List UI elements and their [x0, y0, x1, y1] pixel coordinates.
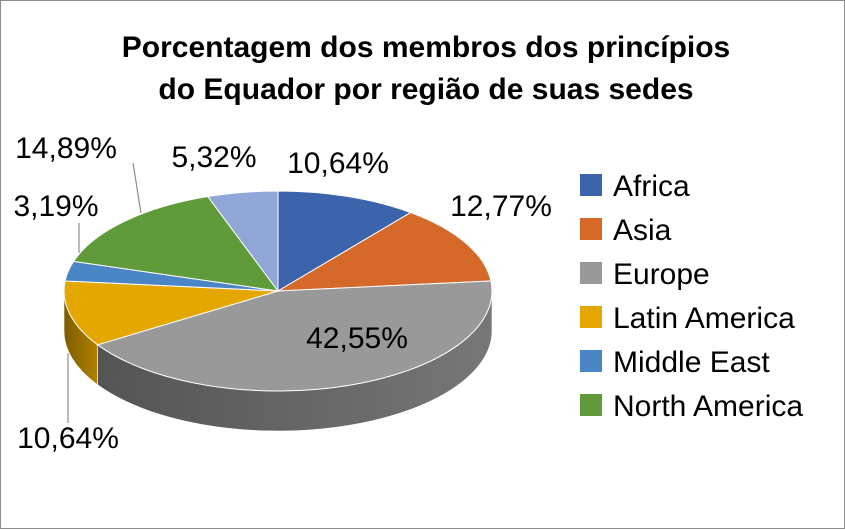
legend-label-middle-east: Middle East [613, 346, 770, 379]
pie-slice-europe [96, 280, 493, 392]
legend-swatch-asia [580, 218, 602, 240]
pie-slice-africa [277, 190, 412, 292]
chart-title-line-2: do Equador por região de suas sedes [158, 73, 693, 106]
legend-swatch-middle-east [580, 350, 602, 372]
legend-label-north-america: North America [613, 390, 803, 423]
data-label-4: 10,64% [17, 422, 119, 455]
chart-title-line-1: Porcentagem dos membros dos princípios [122, 31, 730, 64]
data-labels: 10,64% 12,77% 42,55% 10,64% 3,19% 14,89% 5,32% [13, 132, 551, 455]
leader-lines [67, 162, 142, 423]
legend-label-latin-america: Latin America [613, 302, 795, 335]
legend-swatch-latin-america [580, 306, 602, 328]
legend-swatch-north-america [580, 394, 602, 416]
legend-swatch-europe [580, 262, 602, 284]
legend-swatch-africa [580, 174, 602, 196]
pie-slice-asia [277, 211, 492, 292]
legend-label-asia: Asia [613, 214, 672, 247]
pie-slice-unnamed [206, 190, 279, 293]
leader-line-6 [132, 162, 142, 214]
data-label-7: 5,32% [171, 141, 256, 174]
pie-slice-latin-america [63, 280, 279, 346]
legend-label-europe: Europe [613, 258, 710, 291]
legend-label-africa: Africa [613, 170, 690, 203]
data-label-2: 12,77% [450, 190, 552, 223]
pie-plot [63, 190, 493, 432]
legend: Africa Asia Europe Latin America Middle East… [580, 170, 803, 423]
pie-slice-north-america [72, 195, 280, 292]
data-label-5: 3,19% [13, 190, 98, 223]
data-label-6: 14,89% [15, 132, 117, 165]
data-label-1: 10,64% [287, 147, 389, 180]
data-label-3: 42,55% [306, 322, 408, 355]
